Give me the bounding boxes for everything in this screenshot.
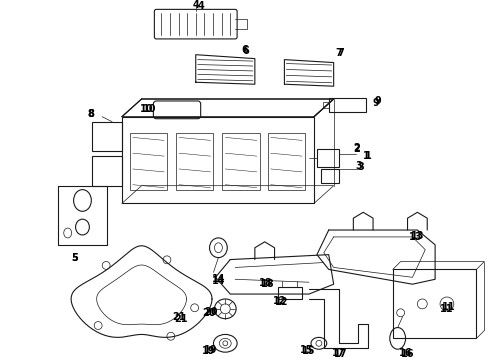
Bar — [393, 269, 476, 338]
Text: 21: 21 — [174, 314, 188, 324]
Text: 15: 15 — [300, 345, 314, 355]
Text: 7: 7 — [335, 48, 342, 58]
Text: 1: 1 — [363, 151, 369, 161]
Text: 9: 9 — [375, 96, 381, 106]
FancyBboxPatch shape — [154, 9, 237, 39]
Text: 12: 12 — [273, 296, 286, 306]
Text: 17: 17 — [334, 349, 347, 359]
Text: 5: 5 — [71, 253, 78, 262]
Text: 8: 8 — [87, 109, 94, 119]
Text: 12: 12 — [275, 297, 288, 307]
Text: 11: 11 — [440, 304, 454, 314]
Text: 18: 18 — [261, 279, 274, 289]
Bar — [130, 132, 167, 190]
Text: 3: 3 — [357, 162, 364, 172]
Bar — [222, 132, 260, 190]
Text: 4: 4 — [193, 0, 199, 10]
Text: 16: 16 — [401, 349, 414, 359]
Text: 6: 6 — [243, 46, 249, 56]
Bar — [92, 156, 122, 186]
Text: 17: 17 — [332, 348, 345, 358]
Text: 13: 13 — [411, 231, 424, 241]
Text: 11: 11 — [442, 302, 456, 312]
Text: 6: 6 — [242, 45, 248, 55]
Text: 14: 14 — [212, 274, 225, 284]
Text: 5: 5 — [71, 253, 78, 262]
Text: 8: 8 — [87, 109, 94, 119]
Text: 16: 16 — [399, 348, 412, 358]
Text: 15: 15 — [302, 346, 316, 356]
Bar — [92, 122, 122, 151]
Bar — [329, 98, 366, 112]
Text: 13: 13 — [409, 232, 422, 242]
Text: 10: 10 — [143, 104, 156, 114]
Text: 20: 20 — [204, 307, 217, 317]
Text: 2: 2 — [353, 143, 360, 153]
Text: 10: 10 — [140, 104, 153, 114]
Text: 7: 7 — [337, 48, 344, 58]
Bar — [277, 287, 302, 299]
Text: 20: 20 — [202, 308, 215, 318]
Text: 3: 3 — [355, 161, 362, 171]
Text: 4: 4 — [197, 1, 204, 12]
Text: 19: 19 — [202, 346, 215, 356]
Bar — [321, 169, 339, 183]
Bar — [176, 132, 214, 190]
FancyBboxPatch shape — [153, 101, 201, 119]
Bar — [268, 132, 305, 190]
Text: 1: 1 — [365, 151, 371, 161]
Text: 2: 2 — [353, 144, 360, 154]
Text: 21: 21 — [172, 312, 186, 322]
Text: 9: 9 — [372, 98, 379, 108]
Text: 19: 19 — [204, 345, 217, 355]
Bar — [317, 149, 339, 167]
Text: 18: 18 — [259, 278, 272, 288]
Bar — [122, 117, 314, 203]
Text: 14: 14 — [212, 276, 225, 286]
